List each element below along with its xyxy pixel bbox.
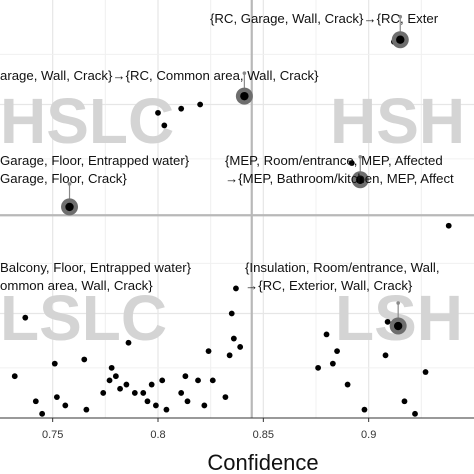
data-point [11, 373, 18, 380]
rule-annotation-line: Garage, Floor, Entrapped water} [0, 153, 190, 168]
x-tick-label: 0.8 [150, 429, 165, 441]
data-point [323, 331, 330, 338]
data-point [123, 381, 130, 388]
data-point [108, 364, 115, 371]
rule-annotation-line: arage, Wall, Crack}→{RC, Common area, Wa… [0, 68, 319, 83]
data-point [131, 390, 138, 396]
highlighted-point-group [235, 71, 253, 105]
highlight-stem-tip [242, 71, 247, 75]
data-point [53, 394, 60, 400]
data-point [81, 356, 88, 363]
data-point [155, 109, 161, 116]
data-point [32, 398, 39, 405]
quadrant-label: HSLC [0, 85, 174, 157]
highlighted-points [61, 14, 409, 335]
x-tick-label: 0.75 [42, 429, 63, 441]
data-point [163, 406, 170, 413]
data-point [348, 160, 355, 166]
rule-annotation-line: →{RC, Exterior, Wall, Crack} [245, 278, 413, 293]
data-point [361, 406, 368, 413]
axes: 0.75 0.8 0.85 0.9 Confidence [0, 417, 474, 474]
highlighted-point-group [351, 154, 369, 189]
data-point [230, 335, 237, 342]
data-point [106, 377, 113, 384]
rule-annotation-line: {RC, Garage, Wall, Crack}→{RC, Exter [210, 11, 439, 26]
highlighted-point [393, 321, 403, 331]
highlight-stem-tip [396, 301, 400, 305]
data-point [161, 122, 168, 129]
data-point [237, 344, 244, 350]
data-point [228, 310, 235, 317]
data-point [83, 406, 90, 413]
data-point [401, 398, 408, 405]
highlight-stem-tip [398, 14, 403, 19]
data-point [22, 314, 29, 321]
quadrant-labels: HSLCHSHLSLCLSH [0, 85, 465, 354]
x-axis-title: Confidence [207, 450, 318, 474]
data-point [178, 105, 185, 112]
data-point [445, 222, 452, 229]
highlight-stem-tip [67, 182, 72, 186]
data-point [125, 339, 132, 346]
data-point [315, 364, 322, 371]
data-point [112, 373, 119, 380]
highlighted-point-group [389, 301, 407, 335]
data-point [197, 101, 204, 108]
data-point [51, 360, 58, 367]
data-point [140, 390, 147, 396]
rule-annotations: Garage, Floor, Entrapped water} Garage, F… [0, 11, 454, 293]
data-point [329, 360, 336, 367]
data-point [178, 390, 185, 396]
data-point [209, 377, 216, 384]
rule-annotation-line: Balcony, Floor, Entrapped water} [0, 260, 192, 275]
rule-annotation-line: Garage, Floor, Crack} [0, 171, 127, 186]
data-point [195, 377, 201, 384]
x-tick-label: 0.9 [361, 429, 376, 441]
rule-annotation-line: {Insulation, Room/entrance, Wall, [245, 260, 440, 275]
data-point [233, 285, 239, 292]
data-point [384, 318, 391, 325]
data-point [117, 385, 123, 392]
highlighted-point-group [391, 14, 409, 49]
data-point [226, 352, 233, 359]
highlighted-point [240, 91, 249, 101]
data-point [62, 402, 69, 409]
rule-annotation-line: {MEP, Room/entrance, MEP, Affected [225, 153, 443, 168]
highlighted-point [396, 35, 405, 44]
rule-annotation-line: ommon area, Wall, Crack} [0, 278, 153, 293]
data-point [422, 369, 429, 375]
x-tick-label: 0.85 [253, 429, 274, 441]
data-point [144, 398, 151, 405]
data-point [39, 410, 46, 417]
grid [0, 0, 474, 418]
highlight-stem-tip [358, 154, 363, 159]
data-point [159, 377, 166, 384]
data-point [382, 352, 389, 359]
highlighted-point-group [61, 182, 79, 216]
data-point [152, 402, 159, 409]
data-point [182, 373, 189, 380]
data-point [334, 348, 340, 355]
quadrant-label: HSH [330, 85, 465, 157]
data-point [412, 410, 418, 417]
data-point [222, 394, 229, 400]
data-point [205, 348, 212, 355]
data-point [100, 390, 107, 396]
highlighted-point [65, 202, 74, 212]
data-point [344, 381, 351, 388]
data-point [148, 381, 155, 388]
data-point [201, 402, 208, 409]
highlighted-point [356, 175, 365, 184]
rule-annotation-line: →{MEP, Bathroom/kitchen, MEP, Affect [225, 171, 454, 186]
data-point [184, 398, 191, 405]
